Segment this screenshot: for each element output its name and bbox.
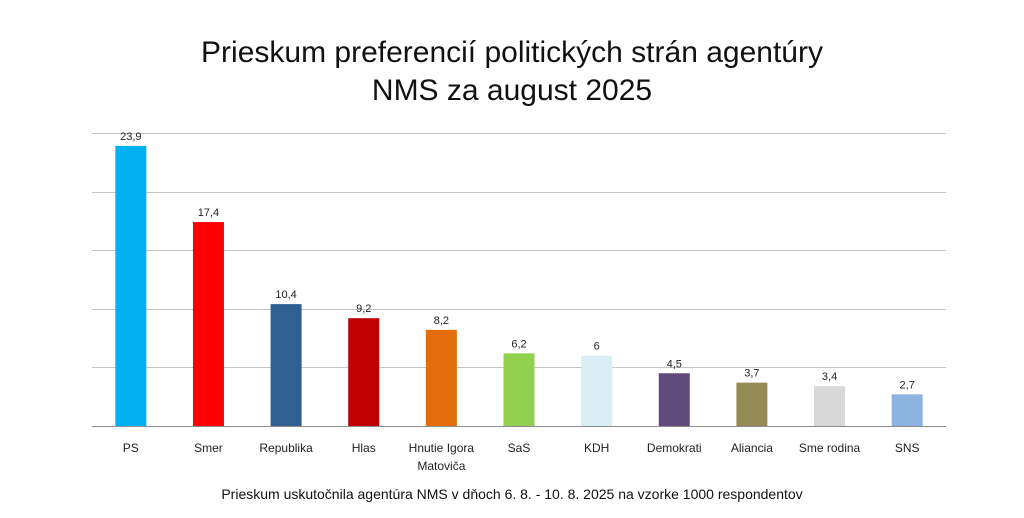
category-label: Hlas <box>352 441 376 455</box>
bar-aliancia <box>736 382 768 426</box>
value-label: 3,7 <box>744 368 759 380</box>
value-label: 9,2 <box>356 303 371 315</box>
bar-sme-rodina <box>814 386 846 426</box>
category-label: Matoviča <box>417 459 465 473</box>
category-label: Aliancia <box>731 441 773 455</box>
chart-title-line-2: NMS za august 2025 <box>371 74 653 107</box>
category-label: KDH <box>584 441 609 455</box>
bars <box>115 145 923 426</box>
value-label: 8,2 <box>434 315 449 327</box>
chart-footnote: Prieskum uskutočnila agentúra NMS v dňoc… <box>221 486 803 502</box>
category-label: Demokrati <box>647 441 702 455</box>
bar-demokrati <box>658 373 690 426</box>
category-label: Smer <box>194 441 223 455</box>
chart-title-line-1: Prieskum preferencií politických strán a… <box>201 36 823 69</box>
bar-sas <box>503 353 535 426</box>
category-label: Hnutie Igora <box>409 441 475 455</box>
value-label: 3,4 <box>822 371 837 383</box>
category-label: Sme rodina <box>799 441 861 455</box>
value-label: 2,7 <box>900 379 915 391</box>
value-label: 6 <box>594 341 600 353</box>
value-label: 6,2 <box>511 338 526 350</box>
value-label: 23,9 <box>120 131 141 143</box>
bar-sns <box>891 394 923 426</box>
bar-republika <box>270 304 302 426</box>
bar-hlas <box>348 318 380 426</box>
bar-hnutie-igora-matoviča <box>425 329 457 426</box>
value-label: 10,4 <box>275 289 296 301</box>
value-label: 17,4 <box>198 207 219 219</box>
gridlines <box>92 133 946 427</box>
category-label: SNS <box>895 441 920 455</box>
category-label: SaS <box>508 441 531 455</box>
value-label: 4,5 <box>667 358 682 370</box>
category-label: Republika <box>259 441 313 455</box>
bar-kdh <box>581 355 613 426</box>
bar-ps <box>115 145 147 426</box>
bar-smer <box>192 222 224 426</box>
category-label: PS <box>123 441 139 455</box>
value-labels: 23,9 17,4 10,4 9,2 8,2 6,2 6 4,5 3,7 3,4 2,7 <box>120 131 915 391</box>
category-labels: PS Smer Republika Hlas Hnutie Igora Matoviča S… <box>123 441 920 473</box>
